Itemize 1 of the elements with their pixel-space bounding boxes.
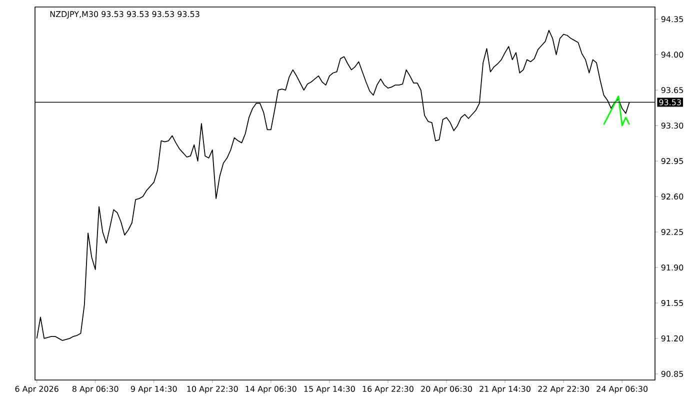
line-series — [603, 95, 630, 126]
